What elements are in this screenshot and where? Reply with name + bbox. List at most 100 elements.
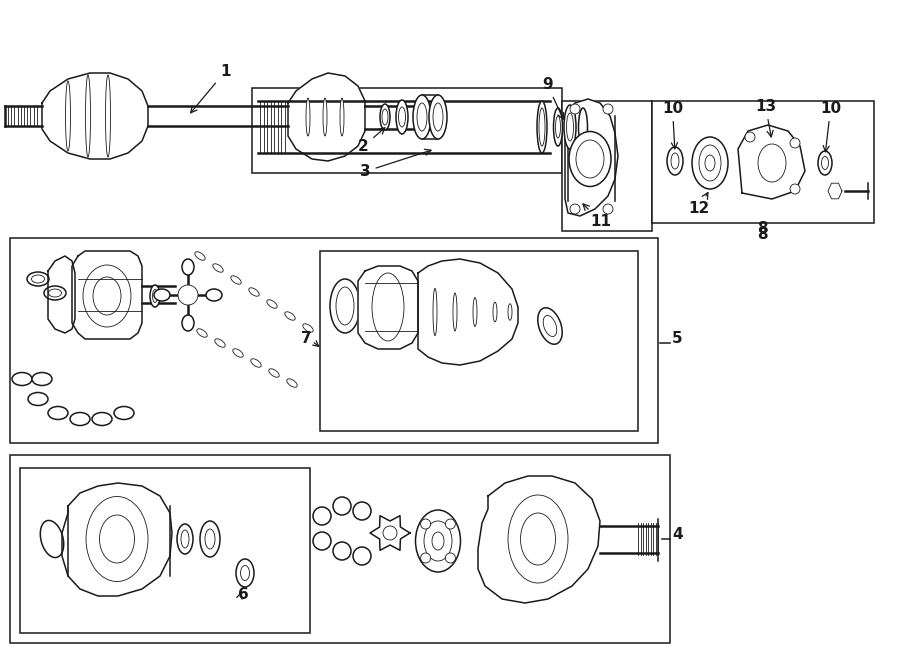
Polygon shape [358,266,418,349]
Circle shape [353,502,371,520]
Bar [10,238,658,443]
Ellipse shape [181,530,189,548]
Ellipse shape [473,297,477,327]
Bar [20,468,310,633]
Ellipse shape [566,113,573,141]
Polygon shape [418,259,518,365]
Ellipse shape [380,104,390,130]
Ellipse shape [83,265,131,327]
Ellipse shape [93,277,121,315]
Ellipse shape [177,524,193,554]
Ellipse shape [32,275,44,283]
Ellipse shape [413,95,431,139]
Ellipse shape [248,288,259,296]
Ellipse shape [100,515,134,563]
Ellipse shape [340,98,344,136]
Ellipse shape [569,132,611,186]
Bar [652,101,874,223]
Ellipse shape [396,100,408,134]
Polygon shape [72,251,142,339]
Ellipse shape [323,98,327,136]
Ellipse shape [576,140,604,178]
Ellipse shape [215,339,225,347]
Ellipse shape [424,521,452,561]
Ellipse shape [40,520,64,558]
Text: 8: 8 [757,227,768,242]
Ellipse shape [233,349,243,357]
Ellipse shape [152,290,158,303]
Circle shape [178,285,198,305]
Ellipse shape [230,276,241,284]
Ellipse shape [453,293,457,331]
Text: 7: 7 [302,331,312,346]
Text: 4: 4 [672,527,682,542]
Ellipse shape [154,289,170,301]
Circle shape [383,526,397,540]
Circle shape [446,519,455,529]
Polygon shape [288,73,365,161]
Bar [252,88,562,173]
Ellipse shape [284,312,295,320]
Ellipse shape [555,116,561,138]
Polygon shape [828,183,842,199]
Ellipse shape [236,559,254,587]
Ellipse shape [240,566,249,580]
Ellipse shape [206,289,222,301]
Text: 12: 12 [688,192,709,216]
Ellipse shape [197,329,207,337]
Ellipse shape [212,264,223,272]
Circle shape [603,204,613,214]
Text: 8: 8 [757,221,768,236]
Ellipse shape [699,145,721,181]
Circle shape [570,204,580,214]
Text: 10: 10 [820,101,842,152]
Text: 9: 9 [542,77,563,119]
Ellipse shape [269,369,279,377]
Text: 1: 1 [191,64,230,113]
Circle shape [353,547,371,565]
Ellipse shape [105,75,111,157]
Ellipse shape [182,259,194,275]
Circle shape [333,542,351,560]
Ellipse shape [758,144,786,182]
Ellipse shape [822,157,829,169]
Ellipse shape [429,95,447,139]
Ellipse shape [399,107,406,127]
Ellipse shape [194,252,205,260]
Text: 3: 3 [360,149,431,179]
Bar [10,455,670,643]
Circle shape [420,553,430,563]
Ellipse shape [302,324,313,332]
Circle shape [313,532,331,550]
Ellipse shape [544,315,557,336]
Ellipse shape [372,273,404,341]
Ellipse shape [539,108,545,146]
Text: 2: 2 [358,128,385,154]
Text: 13: 13 [755,99,776,137]
Ellipse shape [579,108,588,146]
Ellipse shape [554,108,562,146]
Ellipse shape [27,272,49,286]
Ellipse shape [205,529,215,549]
Ellipse shape [306,98,310,136]
Ellipse shape [114,407,134,420]
Ellipse shape [44,286,66,300]
Circle shape [790,138,800,148]
Ellipse shape [432,532,444,550]
Ellipse shape [48,407,68,420]
Text: 10: 10 [662,101,683,149]
Ellipse shape [86,75,91,157]
Ellipse shape [416,510,461,572]
Ellipse shape [538,308,562,344]
Polygon shape [478,476,600,603]
Ellipse shape [86,496,148,582]
Ellipse shape [705,155,715,171]
Ellipse shape [336,287,354,325]
Ellipse shape [92,412,112,426]
Circle shape [745,132,755,142]
Text: 6: 6 [238,587,248,602]
Circle shape [570,104,580,114]
Circle shape [790,184,800,194]
Ellipse shape [508,304,512,320]
Ellipse shape [417,103,427,131]
